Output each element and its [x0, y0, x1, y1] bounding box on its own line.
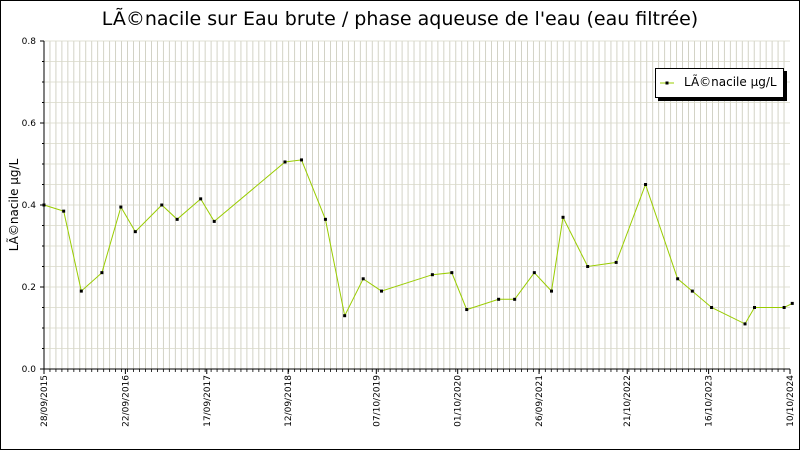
data-point [361, 277, 365, 281]
x-tick-label: 26/09/2021 [535, 375, 545, 427]
x-tick-label: 12/09/2018 [284, 375, 294, 427]
x-tick-label: 07/10/2019 [372, 375, 382, 427]
legend-label: LÃ©nacile µg/L [684, 75, 777, 89]
data-point [782, 306, 786, 309]
data-point [42, 203, 46, 207]
data-point [532, 271, 536, 275]
data-point [79, 289, 83, 293]
data-point [465, 308, 469, 312]
data-point [561, 215, 565, 219]
x-tick-label: 17/09/2017 [203, 375, 213, 427]
data-point [119, 205, 123, 209]
data-point [450, 271, 454, 275]
y-tick-label: 0.8 [22, 37, 37, 47]
data-point [133, 230, 137, 234]
data-point [430, 273, 434, 277]
legend-swatch [660, 81, 674, 85]
data-point [100, 271, 104, 275]
data-point [323, 217, 327, 221]
data-point [343, 314, 347, 318]
data-point [614, 260, 618, 264]
data-point [743, 322, 747, 326]
data-point [299, 158, 303, 162]
y-tick-label: 0.4 [22, 201, 37, 211]
data-point [586, 265, 590, 268]
data-point [283, 160, 287, 164]
data-point [199, 197, 203, 201]
y-tick-label: 0.6 [22, 119, 37, 129]
y-tick-label: 0.0 [22, 365, 37, 375]
data-point [62, 209, 66, 213]
x-ticks: 28/09/2015 22/09/2016 17/09/2017 12/09/2018… [40, 369, 796, 427]
data-point [380, 289, 384, 293]
data-point [497, 297, 501, 301]
x-tick-label: 21/10/2022 [623, 375, 633, 427]
data-point [175, 217, 179, 221]
horizontal-gridlines [44, 40, 790, 349]
data-point [753, 306, 757, 309]
y-tick-label: 0.2 [22, 283, 36, 293]
x-tick-label: 22/09/2016 [121, 375, 131, 427]
chart-title: LÃ©nacile sur Eau brute / phase aqueuse … [101, 8, 699, 30]
data-point [212, 219, 216, 223]
data-point [676, 277, 680, 281]
y-ticks: 0.0 0.2 0.4 0.6 0.8 [22, 37, 44, 375]
data-point [690, 289, 694, 293]
x-tick-label: 28/09/2015 [40, 375, 50, 427]
data-point [160, 203, 164, 207]
data-point [790, 301, 794, 305]
series-layer [42, 158, 794, 326]
series-line [43, 159, 793, 325]
data-point [513, 297, 517, 301]
x-tick-label: 16/10/2023 [705, 375, 715, 427]
x-tick-label: 10/10/2024 [786, 375, 796, 427]
legend: LÃ©nacile µg/L [655, 68, 784, 98]
data-point [550, 289, 554, 293]
data-point [710, 306, 714, 309]
data-point [644, 183, 648, 186]
x-tick-label: 01/10/2020 [454, 375, 464, 427]
